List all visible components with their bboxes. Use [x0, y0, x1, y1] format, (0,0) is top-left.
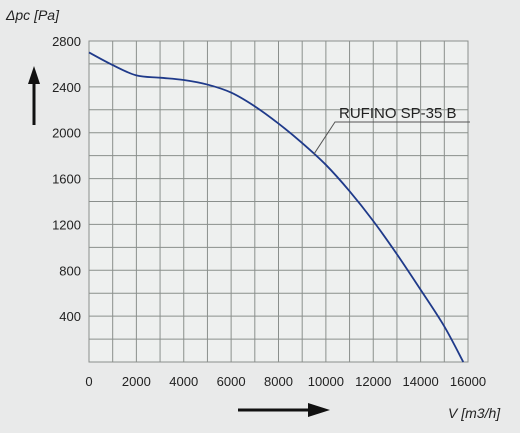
x-tick-label: 12000 — [355, 374, 391, 389]
y-axis-title: Δpc [Pa] — [5, 7, 60, 23]
series-line — [88, 51, 465, 363]
y-tick-label: 800 — [59, 263, 81, 278]
x-tick-label: 14000 — [403, 374, 439, 389]
y-tick-label: 1600 — [52, 172, 81, 187]
x-direction-arrow — [238, 403, 330, 417]
x-tick-label: 0 — [85, 374, 92, 389]
x-tick-labels: 0 2000 4000 6000 8000 10000 12000 14000 16000 — [85, 374, 486, 389]
x-tick-label: 10000 — [308, 374, 344, 389]
y-tick-label: 1200 — [52, 217, 81, 232]
x-tick-label: 8000 — [264, 374, 293, 389]
x-tick-label: 4000 — [169, 374, 198, 389]
y-tick-labels: 400 800 1200 1600 2000 2400 2800 — [52, 34, 81, 324]
y-direction-arrow — [28, 66, 40, 125]
x-tick-label: 2000 — [122, 374, 151, 389]
series-leader-line — [313, 121, 470, 155]
grid — [88, 40, 469, 363]
x-axis-title: V [m3/h] — [448, 405, 501, 421]
x-tick-label: 6000 — [217, 374, 246, 389]
y-tick-label: 2800 — [52, 34, 81, 49]
y-tick-label: 2400 — [52, 80, 81, 95]
x-tick-label: 16000 — [450, 374, 486, 389]
y-tick-label: 400 — [59, 309, 81, 324]
y-tick-label: 2000 — [52, 126, 81, 141]
series-label: RUFINO SP-35 B — [339, 105, 457, 122]
series-group: RUFINO SP-35 B — [88, 51, 470, 363]
